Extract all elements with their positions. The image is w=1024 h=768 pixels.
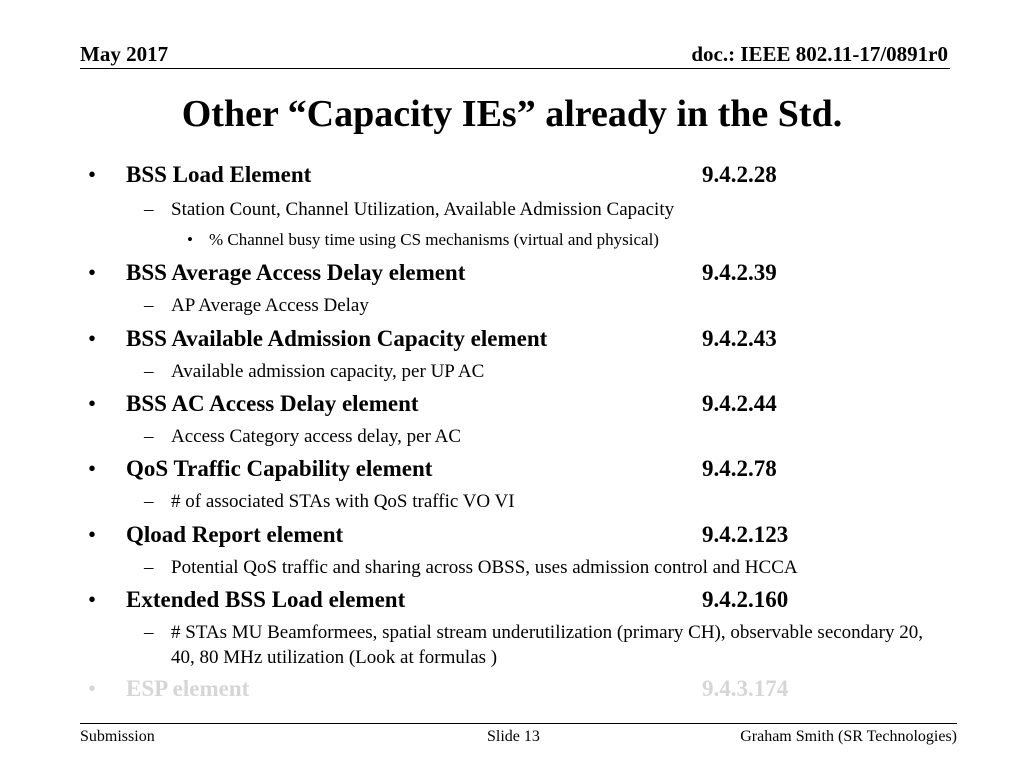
sub-item-text: Potential QoS traffic and sharing across… — [171, 557, 798, 578]
bullet-icon: • — [88, 522, 97, 547]
item-name: Qload Report element — [126, 522, 344, 547]
sub-item-text: Access Category access delay, per AC — [171, 426, 461, 447]
dash-icon: – — [144, 295, 154, 316]
footer-author: Graham Smith (SR Technologies) — [740, 728, 957, 745]
bullet-icon: • — [88, 326, 97, 351]
sub-item-text-line2: 40, 80 MHz utilization (Look at formulas… — [171, 647, 498, 668]
item-clause-ref: 9.4.2.39 — [702, 260, 777, 285]
dash-icon: – — [144, 557, 154, 578]
item-name: QoS Traffic Capability element — [126, 456, 433, 481]
item-clause-ref: 9.4.2.43 — [702, 326, 777, 351]
bullet-icon: • — [88, 456, 97, 481]
bullet-icon: • — [88, 391, 97, 416]
bullet-icon: • — [187, 230, 193, 249]
dash-icon: – — [144, 426, 154, 447]
bullet-icon: • — [88, 162, 97, 187]
item-clause-ref: 9.4.2.160 — [702, 587, 789, 612]
item-clause-ref: 9.4.2.78 — [702, 456, 777, 481]
sub-item-text: AP Average Access Delay — [171, 295, 369, 316]
header-divider — [80, 68, 950, 69]
item-clause-ref: 9.4.2.123 — [702, 522, 789, 547]
item-name: ESP element — [126, 676, 250, 701]
sub-sub-item-text: % Channel busy time using CS mechanisms … — [209, 230, 659, 249]
bullet-icon: • — [88, 260, 97, 285]
dash-icon: – — [144, 361, 154, 382]
bullet-icon: • — [88, 587, 97, 612]
header-doc-number: doc.: IEEE 802.11-17/0891r0 — [691, 42, 948, 66]
item-name: BSS AC Access Delay element — [126, 391, 419, 416]
item-name: BSS Load Element — [126, 162, 312, 187]
footer-submission: Submission — [80, 728, 155, 745]
sub-item-text: # of associated STAs with QoS traffic VO… — [171, 491, 515, 512]
item-name: BSS Available Admission Capacity element — [126, 326, 548, 351]
header-date: May 2017 — [80, 42, 169, 66]
slide-header: May 2017 doc.: IEEE 802.11-17/0891r0 — [80, 42, 948, 70]
dash-icon: – — [144, 622, 154, 643]
bullet-icon: • — [88, 676, 97, 701]
item-clause-ref: 9.4.2.28 — [702, 162, 777, 187]
footer-divider — [80, 723, 957, 724]
sub-item-text: Station Count, Channel Utilization, Avai… — [171, 199, 675, 220]
dash-icon: – — [144, 491, 154, 512]
item-name: Extended BSS Load element — [126, 587, 406, 612]
item-clause-ref: 9.4.3.174 — [702, 676, 789, 701]
item-name: BSS Average Access Delay element — [126, 260, 466, 285]
sub-item-text: # STAs MU Beamformees, spatial stream un… — [171, 622, 923, 643]
footer-slide-number: Slide 13 — [487, 728, 540, 745]
sub-item-text: Available admission capacity, per UP AC — [171, 361, 485, 382]
dash-icon: – — [144, 199, 154, 220]
item-clause-ref: 9.4.2.44 — [702, 391, 777, 416]
slide-title: Other “Capacity IEs” already in the Std. — [181, 93, 843, 135]
